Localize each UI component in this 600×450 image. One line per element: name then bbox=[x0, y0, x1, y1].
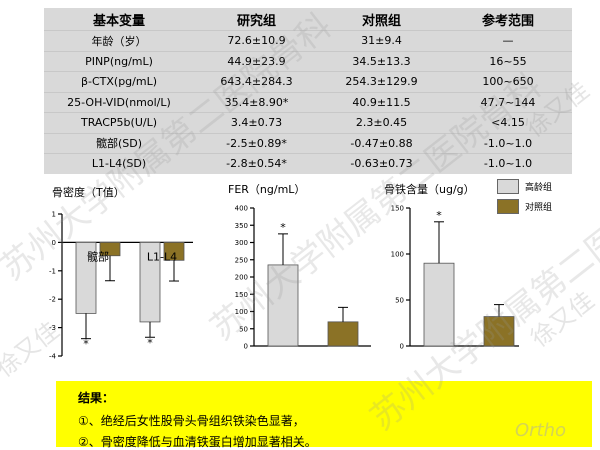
legend-label: 对照组 bbox=[525, 202, 553, 213]
y-tick-label: 50 bbox=[239, 325, 248, 333]
category-label: L1-L4 bbox=[147, 250, 177, 263]
table-cell: TRACP5b(U/L) bbox=[80, 116, 157, 130]
y-tick-label: 0 bbox=[244, 343, 248, 351]
table-cell: <4.15 bbox=[491, 116, 525, 130]
bmd-chart-title: 骨密度（T值） bbox=[52, 186, 125, 199]
y-tick-label: 250 bbox=[235, 256, 248, 264]
legend-item: 对照组 bbox=[497, 196, 552, 216]
bar bbox=[75, 242, 97, 314]
bmd-chart: 1 0 -1 -2 -3 -4 * 髋部 * L1-L4 bbox=[49, 211, 193, 361]
bar bbox=[483, 316, 515, 347]
watermark-author: 徐又佳 bbox=[525, 286, 600, 353]
result-title: 结果： bbox=[78, 391, 115, 405]
table-cell: 髋部(SD) bbox=[95, 137, 143, 151]
y-tick-label: 1 bbox=[52, 211, 56, 219]
table-cell: -1.0~1.0 bbox=[483, 136, 533, 150]
table-cell: 35.4±8.90* bbox=[224, 95, 289, 109]
table-cell: 31±9.4 bbox=[361, 34, 402, 48]
table-cell: -0.47±0.88 bbox=[350, 136, 413, 150]
y-tick-label: 150 bbox=[391, 205, 404, 213]
table-cell: 47.7~144 bbox=[480, 95, 536, 109]
table-cell: L1-L4(SD) bbox=[91, 157, 147, 171]
y-tick-label: -1 bbox=[49, 267, 56, 275]
significance-marker: * bbox=[280, 221, 286, 234]
y-tick-label: 0 bbox=[52, 239, 56, 247]
table-row: 25-OH-VID(nmol/L) 35.4±8.90* 40.9±11.5 4… bbox=[44, 92, 572, 113]
y-tick-label: 50 bbox=[395, 297, 404, 305]
significance-marker: * bbox=[436, 209, 442, 222]
y-tick-label: 200 bbox=[235, 274, 248, 282]
table-cell: -1.0~1.0 bbox=[483, 157, 533, 171]
bar bbox=[327, 321, 359, 347]
category-label: 髋部 bbox=[87, 249, 109, 263]
table-row: 髋部(SD) -2.5±0.89* -0.47±0.88 -1.0~1.0 bbox=[44, 133, 572, 154]
table-cell: 25-OH-VID(nmol/L) bbox=[67, 95, 171, 109]
table-cell: 16~55 bbox=[489, 54, 527, 68]
table-cell: 3.4±0.73 bbox=[230, 116, 283, 130]
table-header-cell: 对照组 bbox=[361, 13, 401, 29]
y-tick-label: -3 bbox=[49, 324, 56, 332]
table-cell: 2.3±0.45 bbox=[355, 116, 408, 130]
table-cell: 100~650 bbox=[482, 75, 534, 89]
result-item: ①、绝经后女性股骨头骨组织铁染色显著， bbox=[78, 414, 305, 428]
bar bbox=[267, 264, 299, 347]
table-cell: 72.6±10.9 bbox=[227, 34, 286, 48]
baseline-table: 基本变量 研究组 对照组 参考范围 年龄（岁） 72.6±10.9 31±9.4… bbox=[44, 8, 572, 174]
table-row: PINP(ng/mL) 44.9±23.9 34.5±13.3 16~55 bbox=[44, 51, 572, 72]
table-header-cell: 参考范围 bbox=[481, 13, 534, 29]
table-cell: PINP(ng/mL) bbox=[85, 54, 153, 68]
table-header-row: 基本变量 研究组 对照组 参考范围 bbox=[44, 8, 572, 31]
significance-marker: * bbox=[83, 338, 89, 351]
legend-swatch-control bbox=[497, 198, 519, 214]
y-tick-label: 150 bbox=[235, 291, 248, 299]
table-header-cell: 研究组 bbox=[236, 13, 276, 29]
bar bbox=[423, 262, 455, 347]
table-cell: 44.9±23.9 bbox=[227, 54, 286, 68]
table-cell: 254.3±129.9 bbox=[345, 75, 418, 89]
legend-label: 高龄组 bbox=[525, 182, 553, 193]
legend-item: 高龄组 bbox=[497, 176, 552, 196]
chart-legend: 高龄组 对照组 bbox=[497, 176, 552, 216]
y-tick-label: 100 bbox=[235, 308, 248, 316]
y-tick-label: 0 bbox=[400, 343, 404, 351]
y-tick-label: -2 bbox=[49, 296, 56, 304]
result-box: 结果： ①、绝经后女性股骨头骨组织铁染色显著， ②、骨密度降低与血清铁蛋白增加显… bbox=[56, 381, 592, 449]
bone-iron-chart-title: 骨铁含量（ug/g） bbox=[384, 183, 475, 196]
result-item: ②、骨密度降低与血清铁蛋白增加显著相关。 bbox=[78, 435, 317, 449]
y-tick-label: 400 bbox=[235, 205, 248, 213]
y-tick-label: -4 bbox=[49, 353, 57, 361]
y-tick-label: 300 bbox=[235, 239, 248, 247]
bar bbox=[163, 242, 185, 261]
y-tick-label: 350 bbox=[235, 222, 248, 230]
fer-chart-title: FER（ng/mL） bbox=[228, 183, 306, 196]
table-cell: -2.5±0.89* bbox=[226, 136, 287, 150]
ortho-logo: Ortho bbox=[515, 420, 567, 441]
table-cell: β-CTX(pg/mL) bbox=[80, 75, 158, 89]
table-cell: 34.5±13.3 bbox=[352, 54, 411, 68]
table-cell: -2.8±0.54* bbox=[226, 157, 287, 171]
table-header-cell: 基本变量 bbox=[92, 13, 145, 29]
table-cell: 年龄（岁） bbox=[91, 34, 147, 48]
table-row: TRACP5b(U/L) 3.4±0.73 2.3±0.45 <4.15 bbox=[44, 112, 572, 134]
significance-marker: * bbox=[147, 336, 153, 349]
legend-swatch-elderly bbox=[497, 178, 519, 194]
table-cell: 643.4±284.3 bbox=[220, 75, 293, 89]
bone-iron-chart: 0 50 100 150 * bbox=[391, 205, 519, 351]
table-cell: 40.9±11.5 bbox=[352, 95, 411, 109]
table-cell: -0.63±0.73 bbox=[350, 157, 413, 171]
table-row: L1-L4(SD) -2.8±0.54* -0.63±0.73 -1.0~1.0 bbox=[44, 153, 572, 174]
table-row: β-CTX(pg/mL) 643.4±284.3 254.3±129.9 100… bbox=[44, 71, 572, 93]
bar bbox=[139, 242, 161, 323]
table-row: 年龄（岁） 72.6±10.9 31±9.4 — bbox=[44, 30, 572, 52]
fer-chart: 0 50 100 150 200 250 300 350 400 * bbox=[235, 205, 371, 351]
table-cell: — bbox=[502, 34, 514, 48]
y-tick-label: 100 bbox=[391, 251, 404, 259]
